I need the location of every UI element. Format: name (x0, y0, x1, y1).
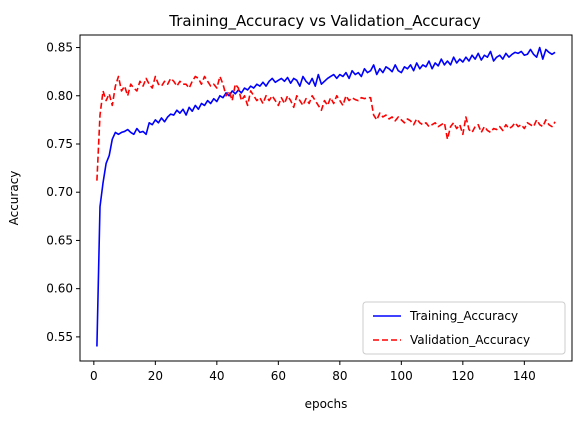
y-tick-label: 0.85 (46, 41, 73, 55)
x-tick-label: 140 (513, 369, 536, 383)
legend-box (362, 301, 566, 355)
y-tick-label: 0.55 (46, 330, 73, 344)
legend-label-validation: Validation_Accuracy (410, 333, 530, 347)
y-tick-label: 0.60 (46, 282, 73, 296)
x-tick-label: 60 (271, 369, 286, 383)
chart-title: Training_Accuracy vs Validation_Accuracy (168, 12, 481, 31)
y-axis: 0.55 0.60 0.65 0.70 0.75 0.80 0.85 (46, 41, 80, 344)
x-tick-label: 80 (332, 369, 347, 383)
series-line-training (96, 46, 556, 347)
x-axis: 0 20 40 60 80 100 120 140 (90, 361, 536, 383)
y-tick-label: 0.65 (46, 233, 73, 247)
x-tick-label: 0 (90, 369, 98, 383)
x-tick-label: 100 (390, 369, 413, 383)
x-tick-label: 20 (148, 369, 163, 383)
x-axis-label: epochs (305, 397, 348, 411)
y-tick-label: 0.70 (46, 185, 73, 199)
y-axis-label: Accuracy (7, 171, 21, 226)
legend: Training_Accuracy Validation_Accuracy (362, 301, 566, 355)
x-tick-label: 120 (451, 369, 474, 383)
series-line-validation (96, 75, 556, 181)
y-tick-label: 0.80 (46, 89, 73, 103)
legend-label-training: Training_Accuracy (409, 309, 518, 323)
series-layer (96, 46, 556, 347)
x-tick-label: 40 (209, 369, 224, 383)
y-tick-label: 0.75 (46, 137, 73, 151)
